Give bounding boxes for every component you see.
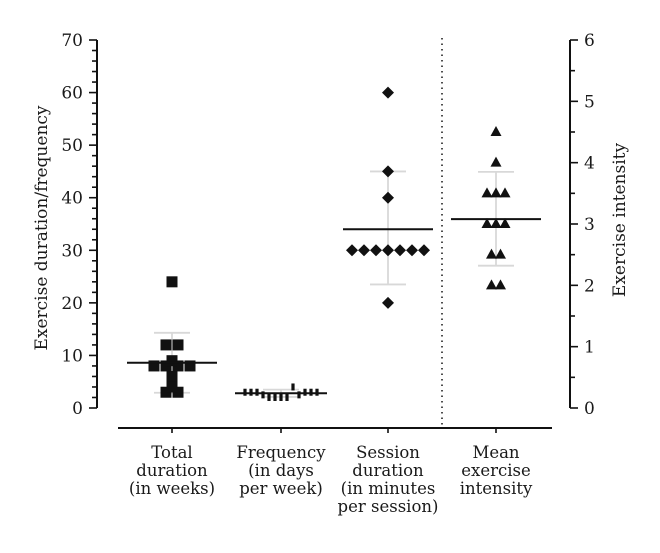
y-tick-label-left: 70 xyxy=(61,31,83,51)
data-point-triangle xyxy=(481,187,493,198)
data-point-triangle xyxy=(490,187,502,198)
y-axis-title-right: Exercise intensity xyxy=(610,143,630,298)
x-category-label-line: Total xyxy=(151,443,192,462)
x-category-label-line: (in days xyxy=(248,461,314,480)
data-point-bar xyxy=(285,393,289,401)
data-point-bar xyxy=(291,383,295,391)
data-point-square xyxy=(166,355,178,367)
data-point-diamond xyxy=(418,244,430,257)
data-point-diamond xyxy=(382,296,394,309)
x-category-label-line: duration xyxy=(136,461,208,480)
data-point-bar xyxy=(267,393,271,401)
data-point-diamond xyxy=(394,244,406,257)
data-point-triangle xyxy=(499,218,511,228)
y-tick-label-right: 4 xyxy=(584,154,595,174)
data-point-triangle xyxy=(495,279,506,290)
y-tick-label-right: 1 xyxy=(584,338,595,358)
y-tick-label-right: 6 xyxy=(584,31,595,51)
x-category-label-line: Mean xyxy=(472,443,519,462)
data-point-triangle xyxy=(481,218,493,228)
data-point-diamond xyxy=(406,244,418,257)
data-point-bar xyxy=(255,388,259,396)
data-point-bar xyxy=(279,393,283,401)
y-tick-label-left: 30 xyxy=(61,241,83,261)
data-point-diamond xyxy=(382,244,394,257)
x-category-label: Session duration (in minutes per session) xyxy=(338,443,439,516)
data-point-square xyxy=(166,276,178,288)
data-point-triangle xyxy=(490,126,502,136)
x-category-label-line: per session) xyxy=(338,497,439,516)
y-axis-title-left: Exercise duration/frequency xyxy=(32,105,52,350)
data-point-square xyxy=(184,360,196,372)
data-point-diamond xyxy=(346,244,358,257)
data-points xyxy=(148,86,511,401)
data-point-square xyxy=(172,360,184,372)
data-point-diamond xyxy=(382,165,394,178)
x-category-label-line: (in minutes xyxy=(341,479,436,498)
x-category-label: Mean exercise intensity xyxy=(460,443,533,498)
data-point-diamond xyxy=(382,191,394,204)
y-tick-label-right: 0 xyxy=(584,399,595,419)
y-tick-label-left: 0 xyxy=(72,399,83,419)
y-tick-label-right: 3 xyxy=(584,215,595,235)
data-point-triangle xyxy=(486,248,497,259)
data-point-bar xyxy=(297,391,301,399)
x-category-label-line: exercise xyxy=(461,461,530,480)
data-point-triangle xyxy=(499,187,511,198)
data-point-square xyxy=(160,386,172,398)
y-tick-label-left: 20 xyxy=(61,294,83,314)
data-point-square xyxy=(160,339,172,351)
y-tick-label-left: 10 xyxy=(61,346,83,366)
data-point-square xyxy=(172,386,184,398)
data-point-bar xyxy=(249,388,253,396)
data-point-triangle xyxy=(490,156,502,167)
data-point-triangle xyxy=(486,279,497,290)
x-category-label-line: intensity xyxy=(460,479,533,498)
data-point-square xyxy=(166,381,178,393)
x-category-label-line: Frequency xyxy=(236,443,326,462)
data-point-bar xyxy=(261,391,265,399)
data-point-bar xyxy=(309,388,313,396)
data-point-bar xyxy=(243,388,247,396)
x-category-label-line: Session xyxy=(356,443,420,462)
data-point-square xyxy=(166,370,178,382)
x-category-label-line: (in weeks) xyxy=(129,479,215,498)
y-tick-label-right: 2 xyxy=(584,276,595,296)
data-point-square xyxy=(172,339,184,351)
y-tick-label-left: 40 xyxy=(61,189,83,209)
data-point-triangle xyxy=(490,218,502,228)
x-category-label-line: duration xyxy=(352,461,424,480)
data-point-diamond xyxy=(358,244,370,257)
data-point-diamond xyxy=(370,244,382,257)
y-tick-label-left: 50 xyxy=(61,136,83,156)
data-point-triangle xyxy=(495,248,506,259)
y-tick-label-right: 5 xyxy=(584,92,595,112)
data-point-bar xyxy=(273,393,277,401)
data-point-diamond xyxy=(382,86,394,99)
data-point-square xyxy=(148,360,160,372)
x-category-label: Frequency (in days per week) xyxy=(236,443,326,498)
data-point-square xyxy=(160,360,172,372)
data-point-bar xyxy=(315,388,319,396)
mean-lines xyxy=(127,218,541,395)
y-tick-label-left: 60 xyxy=(61,84,83,104)
x-category-label-line: per week) xyxy=(239,479,323,498)
data-point-bar xyxy=(303,388,307,396)
x-category-label: Total duration (in weeks) xyxy=(129,443,215,498)
